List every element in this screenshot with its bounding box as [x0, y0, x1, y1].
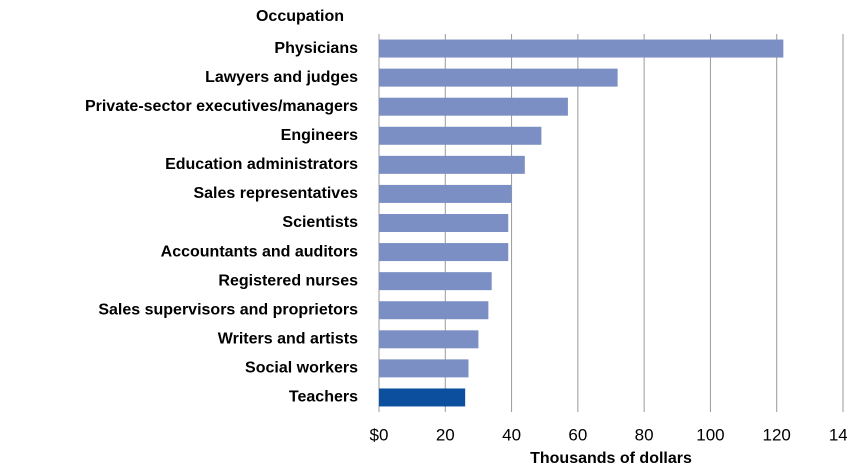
y-tick-label: Education administrators	[165, 156, 358, 173]
x-tick-label: 140	[829, 425, 847, 444]
x-tick-label: 20	[436, 425, 455, 444]
bar	[379, 184, 512, 203]
y-tick-label: Scientists	[282, 214, 358, 231]
x-tick-label: 80	[635, 425, 654, 444]
x-tick-label: 40	[502, 425, 521, 444]
y-tick-label: Sales representatives	[193, 185, 358, 202]
x-tick-label: $0	[370, 425, 389, 444]
bar	[379, 359, 469, 378]
y-tick-label: Writers and artists	[218, 331, 358, 348]
y-tick-label: Lawyers and judges	[205, 69, 358, 86]
y-axis-label: Occupation	[256, 8, 344, 25]
bar	[379, 214, 509, 232]
y-tick-label: Teachers	[289, 389, 358, 406]
bar	[379, 388, 466, 407]
y-tick-label: Accountants and auditors	[161, 243, 358, 260]
bar	[379, 155, 525, 174]
y-tick-label: Registered nurses	[218, 272, 358, 289]
y-tick-label: Physicians	[274, 40, 358, 57]
y-tick-label: Sales supervisors and proprietors	[98, 301, 358, 318]
bar	[379, 126, 542, 145]
bar	[379, 97, 568, 116]
bar	[379, 330, 479, 349]
bar	[379, 301, 489, 320]
y-tick-label: Social workers	[245, 360, 358, 377]
bar	[379, 272, 492, 291]
bar	[379, 39, 784, 58]
x-tick-label: 60	[568, 425, 587, 444]
y-tick-label: Private-sector executives/managers	[85, 98, 358, 115]
x-axis-label: Thousands of dollars	[530, 450, 692, 467]
y-tick-label: Engineers	[281, 127, 358, 144]
bar	[379, 68, 618, 87]
x-tick-label: 100	[696, 425, 724, 444]
bar	[379, 243, 509, 262]
x-tick-label: 120	[763, 425, 791, 444]
